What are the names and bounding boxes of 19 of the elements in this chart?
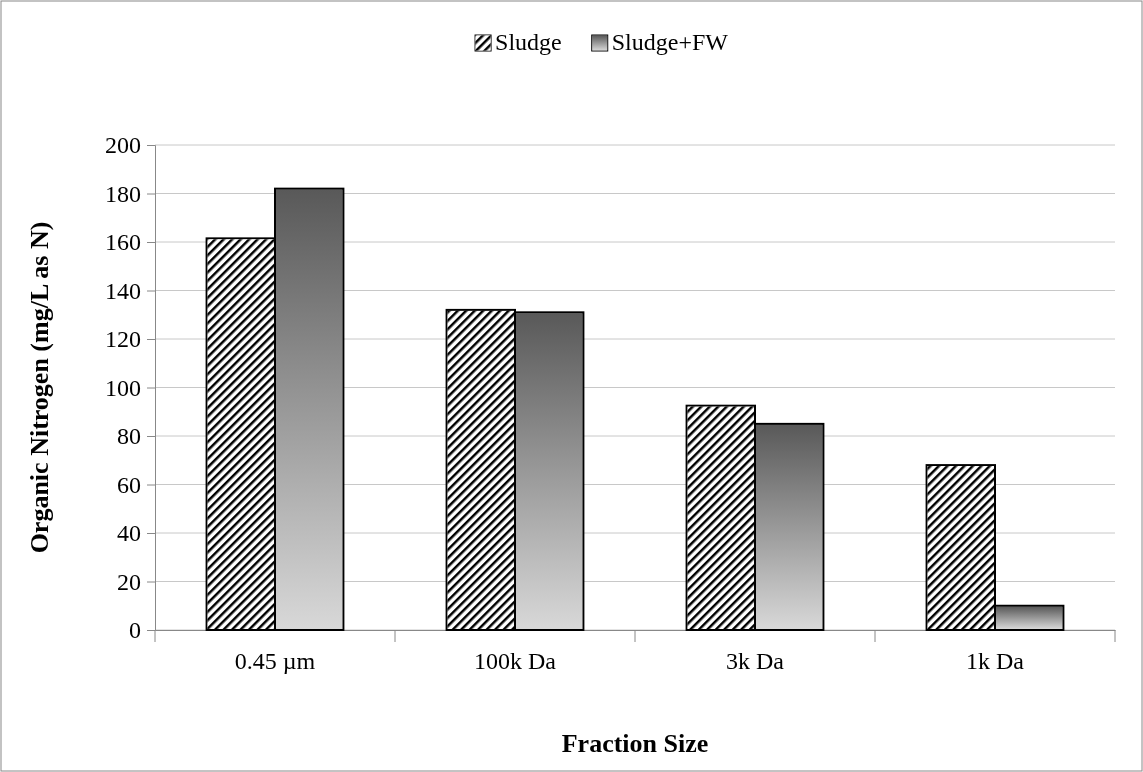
y-axis-title: Organic Nitrogen (mg/L as N) — [25, 221, 54, 554]
y-tick-label: 140 — [105, 277, 141, 304]
x-tick-label: 1k Da — [966, 648, 1025, 675]
y-tick-label: 120 — [105, 326, 141, 353]
y-tick-label: 0 — [129, 617, 141, 644]
y-tick-label: 80 — [117, 423, 141, 450]
x-tick-label: 3k Da — [726, 648, 785, 675]
y-tick-label: 180 — [105, 180, 141, 207]
x-tick-label: 100k Da — [474, 648, 557, 675]
y-tick-label: 40 — [117, 520, 141, 547]
y-tick-label: 100 — [105, 374, 141, 401]
legend-label: Sludge+FW — [611, 29, 729, 55]
x-axis-title: Fraction Size — [561, 729, 709, 758]
y-tick-label: 20 — [117, 568, 141, 595]
y-tick-label: 200 — [105, 132, 141, 159]
x-tick-label: 0.45 µm — [234, 648, 316, 675]
legend-label: Sludge — [495, 29, 562, 55]
y-tick-label: 60 — [117, 471, 141, 498]
y-tick-label: 160 — [105, 229, 141, 256]
